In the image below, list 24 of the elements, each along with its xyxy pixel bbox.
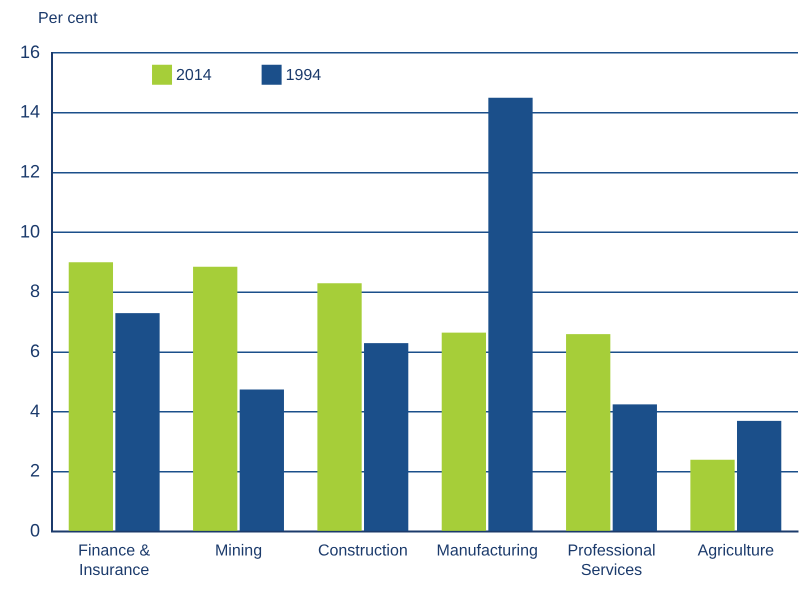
y-tick-label: 6	[30, 341, 40, 362]
x-tick-label: Manufacturing	[436, 542, 538, 560]
legend-label: 1994	[286, 67, 322, 84]
y-tick-label: 16	[20, 42, 40, 62]
x-tick-label: Agriculture	[698, 542, 774, 560]
y-tick-label: 0	[30, 520, 40, 541]
y-axis-title: Per cent	[38, 10, 98, 28]
bar	[317, 283, 362, 531]
y-tick-label: 10	[20, 221, 40, 242]
bar	[193, 266, 238, 531]
y-tick-label: 4	[30, 400, 40, 421]
x-tick-label: Construction	[318, 542, 408, 560]
x-tick-label: Finance & Insurance	[78, 542, 151, 579]
y-tick-label: 2	[30, 460, 40, 481]
bar	[690, 460, 735, 531]
bar	[566, 334, 610, 531]
y-tick-label: 14	[20, 102, 40, 122]
x-tick-label: Professional Services	[567, 542, 656, 579]
bar	[442, 332, 486, 531]
y-tick-label: 12	[20, 161, 40, 182]
bar	[68, 262, 114, 531]
legend-label: 2014	[176, 67, 212, 84]
x-tick-label: Mining	[214, 542, 262, 560]
y-tick-label: 8	[30, 281, 40, 302]
